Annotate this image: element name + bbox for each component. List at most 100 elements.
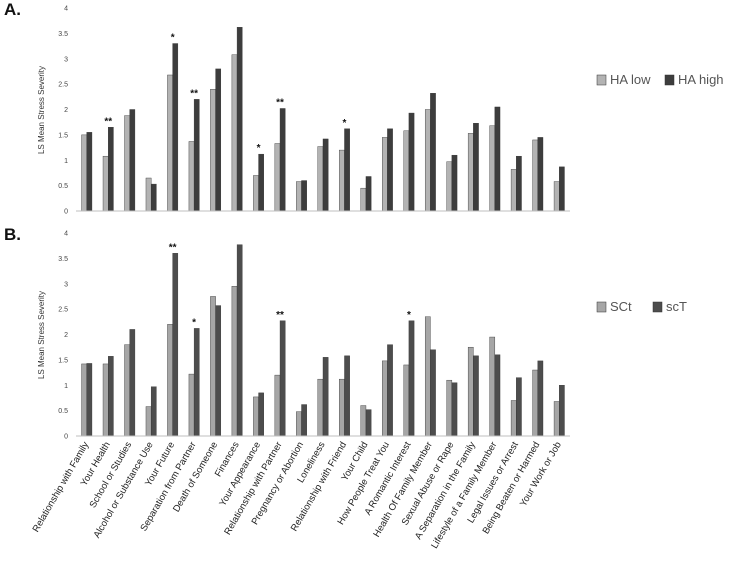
legend-swatch [664, 74, 675, 86]
bar-ha-low [446, 161, 453, 212]
bar-sct [274, 374, 281, 437]
bar-ha-high [301, 180, 307, 212]
bar-sct [489, 336, 496, 437]
y-tick-label: 2.5 [58, 82, 68, 89]
bar-sct [258, 392, 264, 437]
bar-sct [150, 386, 157, 437]
bar-sct [403, 364, 410, 437]
legend-label: scT [666, 299, 687, 314]
bar-ha-high [279, 108, 286, 212]
significance-marker: ** [169, 242, 177, 253]
bar-ha-low [339, 149, 345, 212]
significance-marker: * [407, 310, 411, 321]
bar-ha-low [382, 137, 388, 212]
bar-sct [193, 328, 200, 437]
y-tick-label: 3 [64, 56, 68, 63]
y-tick-label: 0.5 [58, 183, 68, 190]
y-tick-label: 2 [64, 107, 68, 114]
bar-sct [253, 396, 259, 437]
y-tick-label: 3.5 [58, 31, 68, 38]
bar-ha-low [510, 169, 517, 212]
bar-ha-high [344, 128, 350, 212]
bar-ha-high [236, 27, 243, 212]
y-axis-title: LS Mean Stress Severity [37, 291, 46, 379]
significance-marker: ** [190, 88, 198, 99]
significance-marker: ** [104, 116, 112, 127]
bar-sct [108, 356, 114, 437]
bar-ha-high [322, 138, 329, 212]
bar-sct [124, 344, 130, 437]
bar-ha-high [172, 43, 179, 212]
bar-sct [494, 354, 501, 437]
legend-swatch [652, 301, 663, 313]
bar-ha-high [129, 109, 136, 212]
bar-ha-high [258, 153, 264, 212]
bar-ha-high [408, 112, 415, 212]
bar-sct [167, 324, 173, 437]
chart-panel-a: 0 0.5 1 1.5 2 2.5 3 3.5 4 LS Mean Stress Severity… [37, 6, 724, 216]
bar-sct [215, 305, 222, 437]
bar-sct [532, 369, 538, 437]
significance-marker: ** [276, 97, 284, 108]
bar-ha-low [124, 115, 130, 212]
bar-ha-high [108, 127, 114, 212]
bar-sct [467, 346, 474, 437]
bar-sct [387, 344, 393, 437]
y-tick-label: 3.5 [58, 256, 68, 263]
bar-sct [473, 355, 479, 437]
bar-sct [102, 363, 109, 437]
bar-ha-high [215, 68, 222, 212]
bar-ha-low [553, 181, 560, 212]
bar-sct [81, 363, 87, 437]
bar-ha-high [430, 93, 436, 212]
y-tick-label: 1 [64, 158, 68, 165]
bar-sct [188, 373, 195, 437]
bar-sct [279, 320, 286, 437]
bar-sct [86, 363, 93, 437]
bar-ha-low [210, 88, 216, 212]
bar-ha-high [150, 183, 157, 212]
bar-ha-high [473, 122, 479, 212]
bar-ha-low [188, 141, 195, 212]
bar-sct [424, 316, 431, 437]
bar-ha-high [193, 99, 200, 212]
legend-label: HA low [610, 72, 651, 87]
bar-ha-high [537, 137, 544, 212]
bar-ha-low [403, 130, 410, 212]
bar-sct [322, 357, 329, 437]
bar-sct [339, 378, 345, 437]
y-tick-label: 0 [64, 209, 68, 216]
bar-sct [516, 377, 522, 437]
bar-ha-low [532, 139, 538, 212]
bar-sct [446, 379, 453, 437]
bar-ha-low [489, 125, 496, 212]
y-tick-label: 0 [64, 434, 68, 441]
bar-sct [301, 404, 307, 437]
bar-ha-low [253, 175, 259, 212]
legend-label: HA high [678, 72, 724, 87]
legend-label: SCt [610, 299, 632, 314]
bar-ha-low [81, 134, 87, 212]
significance-marker: * [171, 33, 175, 44]
x-tick-label: Relationship with Family [31, 440, 92, 534]
bar-sct [430, 349, 436, 437]
significance-marker: * [192, 317, 196, 328]
bar-ha-high [86, 132, 93, 212]
bar-sct [296, 411, 302, 437]
bar-sct [317, 378, 324, 437]
significance-marker: * [257, 143, 261, 154]
bar-ha-high [387, 128, 393, 212]
bar-sct [360, 405, 367, 437]
bar-sct [510, 400, 517, 437]
y-axis-title: LS Mean Stress Severity [37, 66, 46, 154]
bar-sct [365, 409, 372, 437]
bar-sct [451, 382, 458, 437]
bar-ha-high [365, 176, 372, 212]
bar-ha-high [494, 106, 501, 212]
bar-sct [382, 360, 388, 437]
bar-ha-low [317, 146, 324, 212]
y-tick-label: 4 [64, 231, 68, 238]
legend-swatch [596, 301, 607, 313]
bar-sct [145, 406, 152, 437]
